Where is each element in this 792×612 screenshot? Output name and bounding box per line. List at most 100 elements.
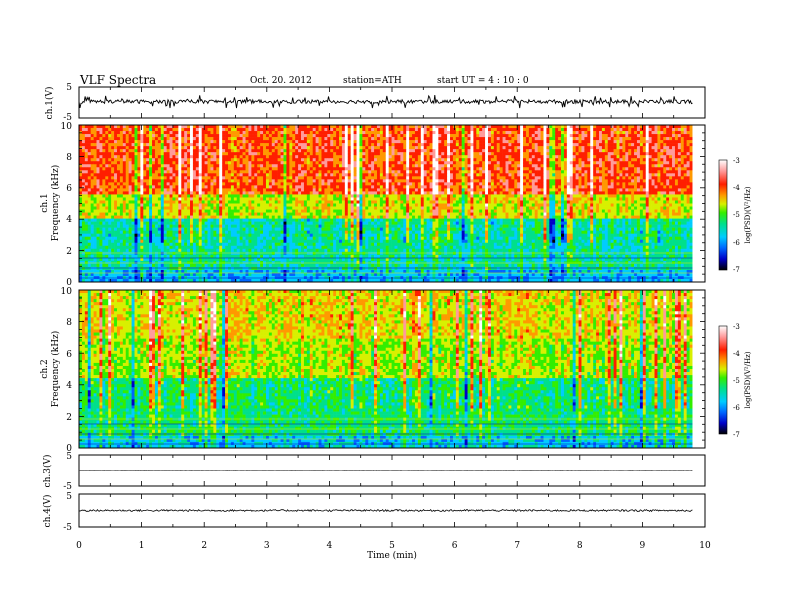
spectrogram-cell — [520, 188, 523, 191]
spectrogram-cell — [631, 140, 634, 143]
spectrogram-cell — [476, 170, 479, 173]
spectrogram-cell — [675, 140, 678, 143]
spectrogram-cell — [126, 176, 129, 179]
spectrogram-cell — [470, 140, 473, 143]
spectrogram-cell — [450, 170, 453, 173]
spectrogram-cell — [362, 191, 365, 194]
spectrogram-cell — [596, 164, 599, 167]
spectrogram-cell — [283, 143, 286, 146]
spectrogram-cell — [135, 137, 138, 140]
spectrogram-cell — [622, 134, 625, 137]
spectrogram-cell — [424, 176, 427, 179]
spectrogram-cell — [336, 194, 339, 197]
spectrogram-cell — [555, 176, 558, 179]
spectrogram-cell — [143, 182, 146, 185]
spectrogram-cell — [339, 155, 342, 158]
spectrogram-cell — [643, 152, 646, 155]
spectrogram-cell — [646, 149, 649, 152]
spectrogram-cell — [535, 149, 538, 152]
spectrogram-cell — [482, 128, 485, 131]
spectrogram-cell — [435, 179, 438, 182]
spectrogram-cell — [196, 191, 199, 194]
spectrogram-cell — [254, 170, 257, 173]
spectrogram-cell — [681, 179, 684, 182]
spectrogram-cell — [205, 191, 208, 194]
spectrogram-cell — [529, 167, 532, 170]
spectrogram-cell — [640, 134, 643, 137]
spectrogram-cell — [175, 194, 178, 197]
spectrogram-cell — [655, 149, 658, 152]
spectrogram-cell — [210, 182, 213, 185]
spectrogram-cell — [135, 128, 138, 131]
spectrogram-cell — [117, 173, 120, 176]
spectrogram-cell — [462, 176, 465, 179]
spectrogram-cell — [532, 149, 535, 152]
spectrogram-cell — [617, 149, 620, 152]
spectrogram-cell — [684, 149, 687, 152]
spectrogram-cell — [155, 149, 158, 152]
spectrogram-cell — [389, 170, 392, 173]
spectrogram-cell — [327, 146, 330, 149]
spectrogram-cell — [213, 191, 216, 194]
spectrogram-cell — [666, 146, 669, 149]
spectrogram-cell — [631, 137, 634, 140]
spectrogram-cell — [579, 161, 582, 164]
spectrogram-cell — [216, 167, 219, 170]
spectrogram-cell — [558, 143, 561, 146]
spectrogram-cell — [140, 167, 143, 170]
spectrogram-cell — [617, 131, 620, 134]
spectrogram-cell — [517, 134, 520, 137]
spectrogram-cell — [365, 134, 368, 137]
spectrogram-cell — [129, 170, 132, 173]
spectrogram-cell — [494, 134, 497, 137]
spectrogram-cell — [596, 179, 599, 182]
spectrogram-cell — [88, 191, 91, 194]
spectrogram-cell — [535, 188, 538, 191]
spectrogram-cell — [164, 191, 167, 194]
spectrogram-cell — [114, 149, 117, 152]
spectrogram-cell — [351, 182, 354, 185]
spectrogram-cell — [149, 161, 152, 164]
spectrogram-cell — [208, 188, 211, 191]
spectrogram-cell — [152, 143, 155, 146]
spectrogram-cell — [535, 173, 538, 176]
spectrogram-cell — [614, 179, 617, 182]
spectrogram-cell — [155, 152, 158, 155]
spectrogram-cell — [643, 191, 646, 194]
spectrogram-cell — [485, 185, 488, 188]
spectrogram-cell — [605, 158, 608, 161]
spectrogram-cell — [146, 149, 149, 152]
spectrogram-cell — [216, 137, 219, 140]
spectrogram-cell — [608, 131, 611, 134]
spectrogram-cell — [301, 134, 304, 137]
spectrogram-cell — [246, 173, 249, 176]
spectrogram-cell — [380, 158, 383, 161]
spectrogram-cell — [552, 143, 555, 146]
spectrogram-cell — [503, 131, 506, 134]
spectrogram-cell — [678, 167, 681, 170]
spectrogram-cell — [120, 128, 123, 131]
spectrogram-cell — [438, 155, 441, 158]
spectrogram-cell — [605, 188, 608, 191]
spectrogram-cell — [342, 131, 345, 134]
spectrogram-cell — [520, 140, 523, 143]
spectrogram-cell — [646, 146, 649, 149]
spectrogram-cell — [690, 191, 693, 194]
spectrogram-cell — [634, 140, 637, 143]
spectrogram-cell — [415, 143, 418, 146]
spectrogram-cell — [319, 155, 322, 158]
spectrogram-cell — [225, 182, 228, 185]
spectrogram-cell — [508, 155, 511, 158]
spectrogram-cell — [395, 161, 398, 164]
spectrogram-cell — [397, 137, 400, 140]
spectrogram-cell — [526, 149, 529, 152]
spectrogram-cell — [321, 158, 324, 161]
spectrogram-cell — [552, 128, 555, 131]
spectrogram-cell — [345, 188, 348, 191]
spectrogram-cell — [321, 143, 324, 146]
spectrogram-cell — [564, 170, 567, 173]
spectrogram-cell — [371, 128, 374, 131]
spectrogram-cell — [421, 188, 424, 191]
spectrogram-cell — [538, 131, 541, 134]
spectrogram-cell — [494, 179, 497, 182]
